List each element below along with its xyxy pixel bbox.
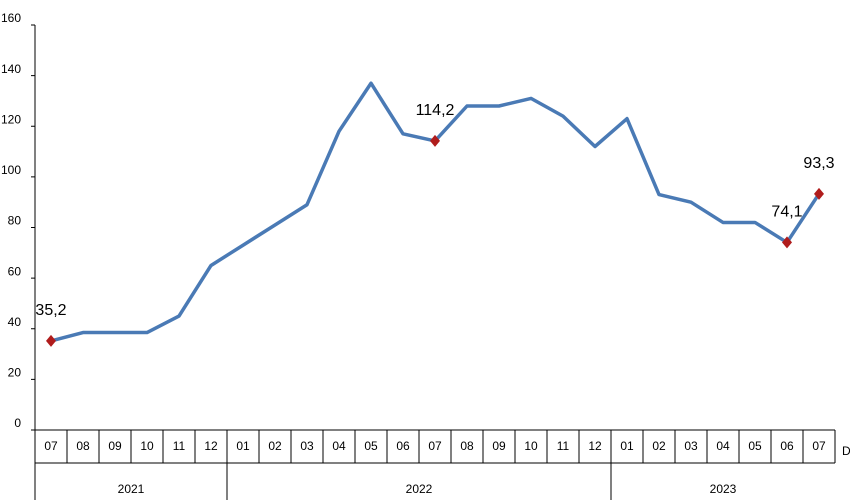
data-label: 114,2 xyxy=(416,102,455,119)
y-tick-label: 60 xyxy=(8,264,22,278)
x-tick-label: 05 xyxy=(748,439,762,453)
x-tick-label: 05 xyxy=(364,439,378,453)
y-tick-label: 140 xyxy=(1,62,21,76)
x-tick-label: 12 xyxy=(204,439,218,453)
x-tick-label: 04 xyxy=(332,439,346,453)
data-label: 74,1 xyxy=(771,204,802,221)
x-tick-label: 11 xyxy=(173,439,186,453)
y-tick-label: 0 xyxy=(14,416,21,430)
x-axis-label: D xyxy=(842,444,850,458)
x-tick-label: 11 xyxy=(557,439,570,453)
x-tick-label: 08 xyxy=(76,439,90,453)
x-tick-label: 08 xyxy=(460,439,474,453)
x-tick-label: 12 xyxy=(588,439,602,453)
x-tick-label: 03 xyxy=(684,439,698,453)
x-tick-label: 10 xyxy=(524,439,538,453)
y-tick-label: 20 xyxy=(8,366,22,380)
x-tick-label: 06 xyxy=(396,439,410,453)
x-tick-label: 02 xyxy=(268,439,282,453)
x-tick-label: 01 xyxy=(620,439,634,453)
marker xyxy=(782,236,792,249)
x-tick-label: 07 xyxy=(44,439,58,453)
marker xyxy=(430,134,440,147)
x-tick-label: 07 xyxy=(812,439,826,453)
data-label: 93,3 xyxy=(803,155,834,172)
y-tick-label: 120 xyxy=(1,112,21,126)
line xyxy=(50,81,821,343)
y-tick-label: 80 xyxy=(8,214,22,228)
x-tick-label: 07 xyxy=(428,439,442,453)
x-group-label: 2022 xyxy=(406,482,433,496)
x-tick-label: 09 xyxy=(492,439,506,453)
x-group-label: 2021 xyxy=(118,482,145,496)
data-label: 35,2 xyxy=(35,302,66,319)
x-tick-label: 06 xyxy=(780,439,794,453)
marker xyxy=(814,187,824,200)
x-tick-label: 02 xyxy=(652,439,666,453)
x-group-label: 2023 xyxy=(710,482,737,496)
x-tick-label: 03 xyxy=(300,439,314,453)
x-tick-label: 04 xyxy=(716,439,730,453)
y-tick-label: 40 xyxy=(8,315,22,329)
x-tick-label: 01 xyxy=(236,439,250,453)
marker xyxy=(46,334,56,347)
y-tick-label: 160 xyxy=(1,11,21,25)
x-tick-label: 10 xyxy=(140,439,154,453)
x-tick-label: 09 xyxy=(108,439,122,453)
y-tick-label: 100 xyxy=(1,163,21,177)
